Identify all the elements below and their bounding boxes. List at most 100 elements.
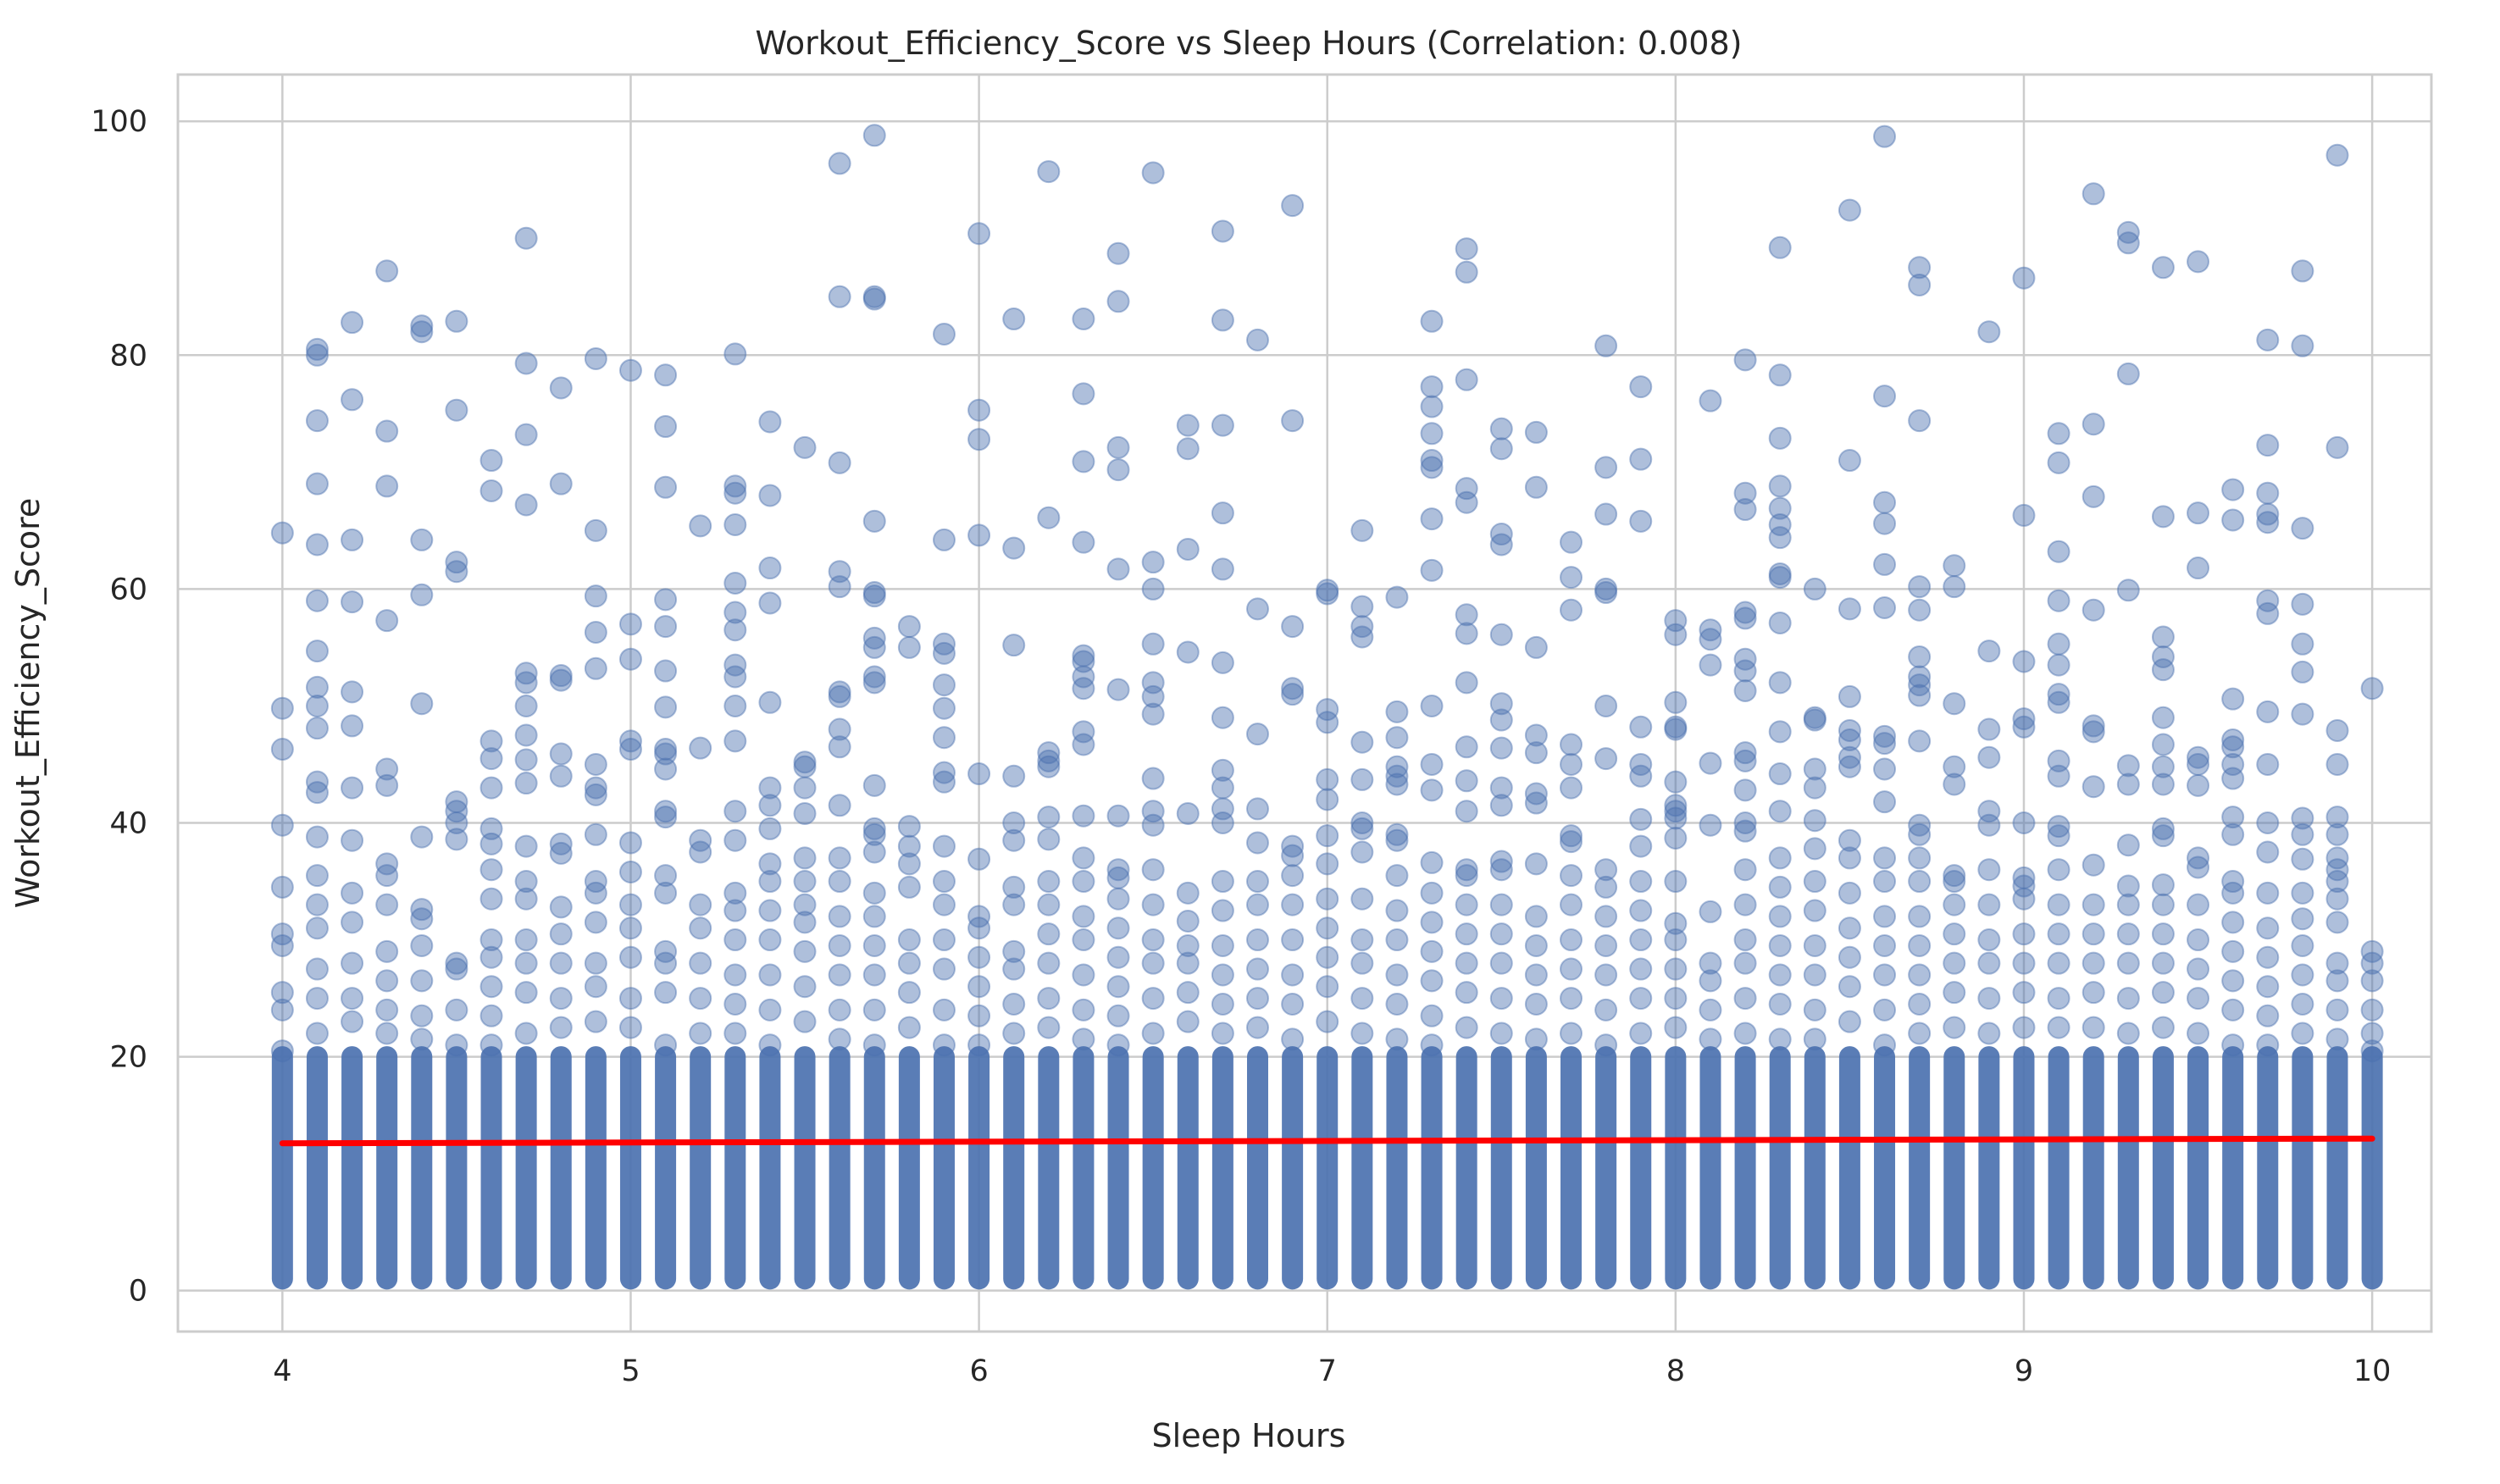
data-point — [828, 575, 851, 599]
data-point — [270, 922, 294, 946]
data-point-cluster — [1630, 1046, 1652, 1290]
data-point — [1037, 922, 1061, 946]
data-point — [1176, 537, 1200, 561]
data-point — [479, 1033, 503, 1057]
data-point — [305, 337, 329, 361]
data-point — [305, 472, 329, 496]
data-point — [410, 933, 434, 957]
data-point — [2012, 266, 2036, 290]
data-point — [1072, 530, 1095, 554]
data-point — [2360, 1022, 2384, 1045]
data-point — [305, 770, 329, 794]
data-point-cluster — [2292, 1046, 2314, 1290]
data-point — [723, 512, 747, 536]
data-point — [793, 801, 817, 825]
data-point — [1037, 755, 1061, 778]
data-point — [549, 987, 573, 1011]
y-tick-label: 80 — [109, 339, 147, 373]
data-point — [445, 811, 468, 834]
data-point — [1594, 581, 1618, 605]
data-point-cluster — [759, 1046, 781, 1290]
data-point-cluster — [1560, 1046, 1583, 1290]
data-point — [1768, 992, 1792, 1016]
data-point — [2012, 887, 2036, 911]
data-point — [2116, 772, 2140, 796]
data-point — [1838, 684, 1861, 708]
data-point — [1385, 828, 1409, 852]
data-point — [2221, 508, 2245, 532]
data-point — [1245, 928, 1269, 952]
data-point — [2325, 1027, 2349, 1051]
data-point — [689, 514, 712, 538]
data-point — [1524, 1027, 1548, 1051]
data-point — [967, 975, 991, 999]
data-point — [1594, 577, 1618, 601]
data-point — [305, 1022, 329, 1045]
data-point — [1733, 481, 1757, 505]
data-point — [584, 911, 607, 934]
data-point — [1733, 606, 1757, 630]
data-point — [1560, 893, 1583, 916]
data-point — [1733, 951, 1757, 975]
data-point — [1316, 824, 1339, 848]
data-point — [305, 957, 329, 981]
data-point — [1420, 881, 1444, 905]
data-point — [1908, 665, 1932, 689]
data-point — [2291, 517, 2314, 540]
data-point — [549, 951, 573, 975]
data-point — [793, 755, 817, 778]
data-point — [897, 1016, 921, 1039]
data-point — [1733, 348, 1757, 372]
data-point — [1211, 557, 1234, 581]
data-point — [445, 309, 468, 333]
data-point — [723, 572, 747, 595]
data-point — [2047, 683, 2070, 706]
data-point — [1733, 498, 1757, 522]
data-point — [828, 680, 851, 704]
data-point-cluster — [2152, 1046, 2174, 1290]
data-point-cluster — [1909, 1046, 1931, 1290]
data-point — [2047, 632, 2070, 656]
data-point — [2291, 847, 2314, 871]
data-point — [2151, 817, 2175, 840]
data-point — [618, 358, 642, 382]
data-point-cluster — [655, 1046, 677, 1290]
plot-frame — [176, 73, 2433, 1333]
data-point — [2012, 811, 2036, 834]
data-point — [1489, 623, 1513, 646]
data-point — [932, 957, 956, 981]
data-point — [1524, 992, 1548, 1016]
data-point — [2360, 951, 2384, 975]
data-point — [967, 905, 991, 928]
data-point — [2047, 893, 2070, 916]
data-point — [932, 998, 956, 1022]
data-point-cluster — [968, 1046, 990, 1290]
data-point — [1455, 922, 1478, 946]
data-point — [1245, 328, 1269, 352]
data-point — [2047, 749, 2070, 772]
data-point — [1908, 273, 1932, 296]
data-point — [1838, 198, 1861, 222]
data-point — [932, 1033, 956, 1057]
data-point — [1002, 811, 1026, 834]
data-point — [2256, 916, 2280, 940]
data-point — [2116, 874, 2140, 898]
data-point — [1281, 992, 1305, 1016]
data-point — [375, 773, 399, 797]
data-point — [2325, 951, 2349, 975]
data-point — [1873, 125, 1897, 148]
data-point — [375, 893, 399, 916]
data-point-cluster — [1386, 1046, 1408, 1290]
data-point — [2081, 922, 2105, 946]
data-point — [1141, 767, 1165, 790]
data-point — [1768, 566, 1792, 590]
data-point — [375, 1022, 399, 1045]
data-point — [375, 609, 399, 633]
data-point — [1699, 1027, 1722, 1051]
data-point — [445, 560, 468, 584]
data-point — [1838, 1010, 1861, 1033]
data-point — [2187, 501, 2210, 525]
data-point — [1037, 506, 1061, 529]
data-point — [1838, 975, 1861, 999]
data-point — [1873, 552, 1897, 576]
